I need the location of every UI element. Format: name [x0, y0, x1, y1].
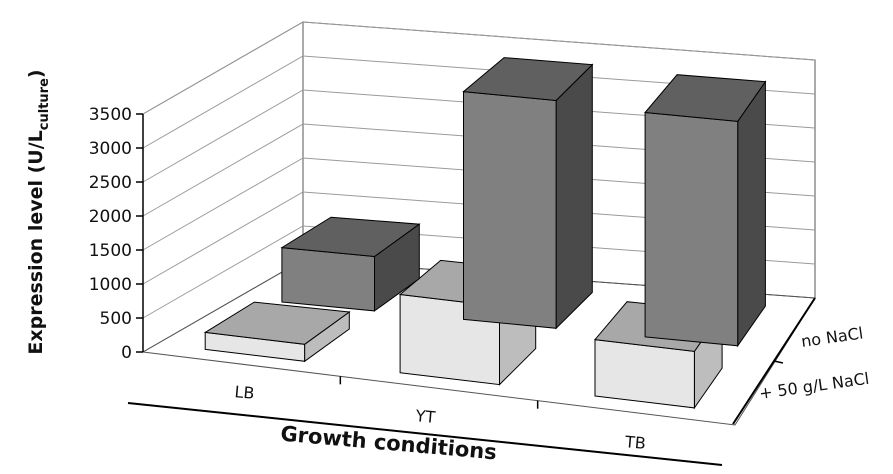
- y-tick-label: 1500: [89, 241, 132, 261]
- gridline: [142, 157, 816, 251]
- tick-labels: 0 500 1000 1500 2000 2500 3000 3500 LB YT TB no NaC…: [89, 105, 871, 453]
- y-tick-label: 3000: [89, 139, 132, 159]
- x-tick-label: TB: [623, 432, 646, 453]
- bars: [203, 57, 767, 410]
- series-label: no NaCl: [800, 323, 864, 351]
- bar-top: [462, 57, 594, 102]
- bar-no-nacl-yt: [462, 57, 594, 330]
- y-axis-title-subscript: culture: [37, 78, 52, 130]
- bar-front: [281, 247, 375, 312]
- x-tick-label: YT: [414, 406, 436, 427]
- series-label: + 50 g/L NaCl: [758, 369, 870, 403]
- side-wall: [142, 21, 304, 353]
- bar-top: [203, 301, 351, 345]
- y-tick-label: 3500: [89, 105, 132, 125]
- bar-no-nacl-tb: [644, 74, 767, 348]
- y-axis-title: Expression level (U/Lculture): [25, 69, 52, 354]
- x-tick-label: LB: [234, 382, 255, 403]
- bar-no-nacl-lb: [280, 216, 421, 312]
- y-tick-label: 0: [121, 343, 132, 363]
- bar-side: [737, 80, 766, 348]
- gridlines: [142, 21, 816, 319]
- y-tick-label: 500: [100, 309, 132, 329]
- bar-side: [555, 63, 593, 330]
- gridline: [142, 123, 816, 217]
- y-tick-label: 2500: [89, 173, 132, 193]
- bar-50-g-l-nacl-lb: [203, 301, 351, 363]
- x-axis-title: Growth conditions: [280, 422, 498, 465]
- gridline: [142, 191, 816, 285]
- bar-top: [644, 74, 767, 122]
- gridline: [142, 21, 816, 115]
- bar-top: [280, 216, 421, 258]
- x-axis: [127, 402, 723, 466]
- gridline: [142, 225, 816, 319]
- gridline: [142, 55, 816, 149]
- y-tick-label: 1000: [89, 275, 132, 295]
- axes: [127, 113, 816, 466]
- y-axis-title-close: ): [25, 69, 47, 78]
- y-axis-title-main: Expression level (U/L: [25, 130, 47, 354]
- bar-front: [644, 111, 739, 347]
- depth-tick: [773, 360, 784, 364]
- bar-front: [463, 91, 557, 329]
- gridline: [142, 89, 816, 183]
- y-tick-label: 2000: [89, 207, 132, 227]
